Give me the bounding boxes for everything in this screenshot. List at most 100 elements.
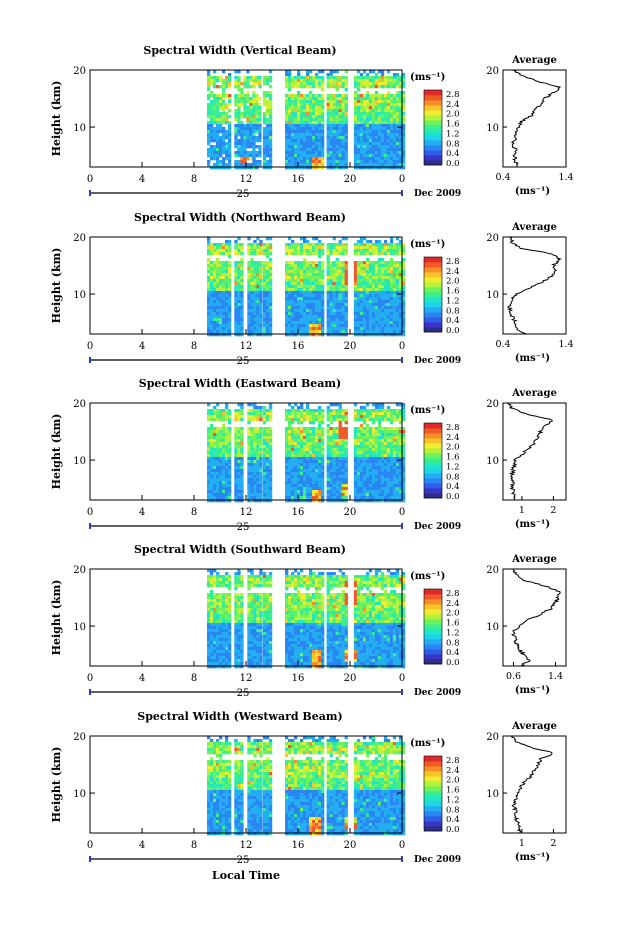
heatmap-cell <box>306 460 310 464</box>
heatmap-cell <box>234 466 238 470</box>
heatmap-cell <box>240 330 244 334</box>
heatmap-cell <box>240 267 244 271</box>
heatmap-cell <box>255 76 259 80</box>
heatmap-cell <box>285 490 289 494</box>
heatmap-cell <box>374 97 379 101</box>
heatmap-cell <box>237 330 241 334</box>
heatmap-cell <box>359 240 364 244</box>
heatmap-cell <box>312 472 316 476</box>
heatmap-cell <box>237 309 241 313</box>
heatmap-cell <box>297 148 301 152</box>
heatmap-cell <box>368 478 373 482</box>
heatmap-cell <box>297 133 301 137</box>
heatmap-cell <box>210 285 214 289</box>
heatmap-cell <box>341 133 345 137</box>
heatmap-cell <box>365 472 370 476</box>
heatmap-cell <box>312 460 316 464</box>
heatmap-cell <box>356 109 361 113</box>
heatmap-cell <box>329 454 333 458</box>
heatmap-cell <box>365 294 370 298</box>
heatmap-cell <box>222 454 226 458</box>
heatmap-cell <box>243 163 247 167</box>
heatmap-cell <box>256 457 260 461</box>
heatmap-cell <box>371 309 376 313</box>
heatmap-cell <box>365 312 370 316</box>
heatmap-cell <box>268 306 273 310</box>
heatmap-cell <box>300 315 304 319</box>
heatmap-cell <box>294 300 298 304</box>
heatmap-cell <box>300 490 304 494</box>
colorbar-frame <box>423 256 443 333</box>
heatmap-cell <box>237 493 241 497</box>
heatmap-cell <box>371 300 376 304</box>
heatmap-cell <box>341 124 345 128</box>
heatmap-cell <box>329 327 333 331</box>
heatmap-cell <box>225 475 229 479</box>
heatmap-cell <box>237 109 241 113</box>
heatmap-cell <box>219 460 223 464</box>
heatmap-cell <box>356 264 361 268</box>
heatmap-cell <box>362 297 367 301</box>
heatmap-cell <box>318 487 322 491</box>
heatmap-cell <box>240 324 244 328</box>
heatmap-cell <box>386 267 391 271</box>
heatmap-cell <box>315 264 319 268</box>
heatmap-cell <box>294 430 298 434</box>
heatmap-cell <box>321 409 325 413</box>
heatmap-cell <box>222 466 226 470</box>
heatmap-cell <box>389 94 394 98</box>
heatmap-cell <box>326 82 330 86</box>
heatmap-cell <box>246 100 250 104</box>
heatmap-cell <box>294 499 298 503</box>
heatmap-cell <box>213 448 217 452</box>
heatmap-cell <box>262 282 267 286</box>
heatmap-cell <box>303 240 307 244</box>
heatmap-cell <box>210 127 214 131</box>
heatmap-cell <box>309 139 313 143</box>
heatmap-cell <box>213 282 217 286</box>
heatmap-cell <box>332 436 336 440</box>
heatmap-cell <box>383 309 388 313</box>
heatmap-cell <box>329 421 333 425</box>
heatmap-cell <box>303 448 307 452</box>
heatmap-cell <box>268 264 273 268</box>
heatmap-cell <box>219 481 223 485</box>
heatmap-cell <box>240 409 244 413</box>
heatmap-cell <box>368 243 373 247</box>
heatmap-cell <box>234 163 238 167</box>
heatmap-cell <box>386 415 391 419</box>
heatmap-cell <box>338 330 342 334</box>
heatmap-cell <box>353 151 358 155</box>
heatmap-cell <box>228 124 232 128</box>
heatmap-cell <box>335 249 339 253</box>
heatmap-cell <box>329 115 333 119</box>
heatmap-cell <box>362 130 367 134</box>
heatmap-cell <box>318 273 322 277</box>
heatmap-cell <box>356 469 361 473</box>
heatmap-cell <box>335 327 339 331</box>
heatmap-cell <box>268 418 273 422</box>
heatmap-cell <box>353 279 358 283</box>
heatmap-cell <box>344 487 348 491</box>
heatmap-cell <box>225 142 229 146</box>
heatmap-cell <box>359 451 364 455</box>
heatmap-cell <box>294 466 298 470</box>
heatmap-cell <box>213 243 217 247</box>
heatmap-cell <box>300 436 304 440</box>
heatmap-cell <box>332 496 336 500</box>
heatmap-cell <box>326 109 330 113</box>
heatmap-cell <box>344 94 348 98</box>
average-title: Average <box>511 222 557 233</box>
heatmap-cell <box>228 109 232 113</box>
heatmap-cell <box>338 418 342 422</box>
heatmap-cell <box>294 267 298 271</box>
heatmap-cell <box>219 433 223 437</box>
heatmap-cell <box>306 439 310 443</box>
heatmap-cell <box>318 285 322 289</box>
heatmap-cell <box>225 499 229 503</box>
heatmap-cell <box>362 412 367 416</box>
heatmap-cell <box>401 106 406 110</box>
heatmap-cell <box>341 139 345 143</box>
heatmap-cell <box>291 273 295 277</box>
heatmap-cell <box>332 252 336 256</box>
